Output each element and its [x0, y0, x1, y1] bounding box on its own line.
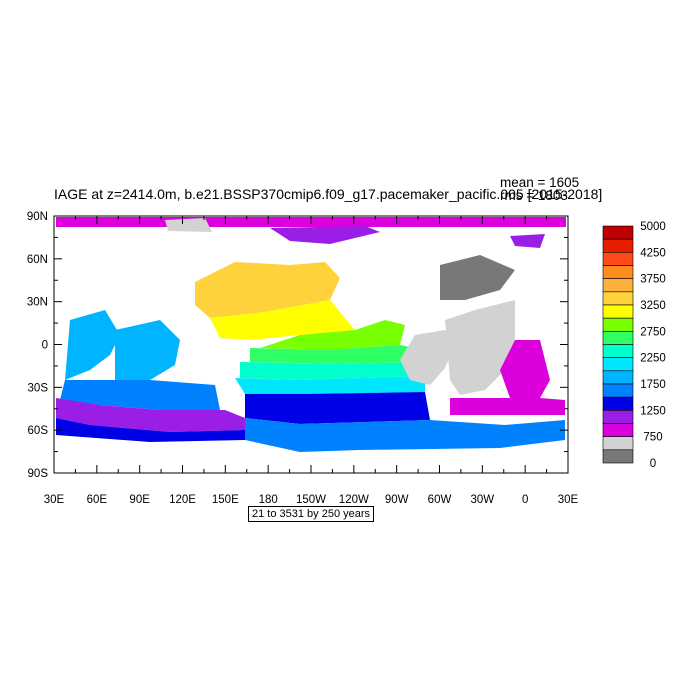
- colorbar-swatch: [602, 370, 634, 385]
- colorbar-swatch: [602, 331, 634, 345]
- lon-tick-label: 120E: [169, 494, 196, 506]
- colorbar-label: 3250: [640, 300, 666, 312]
- colorbar-swatch: [602, 252, 634, 266]
- colorbar-label: 1250: [640, 405, 666, 417]
- colorbar-swatch: [602, 383, 634, 398]
- lon-tick-label: 0: [522, 494, 528, 506]
- colorbar-swatch: [602, 357, 634, 372]
- colorbar-label: 750: [643, 432, 662, 444]
- colorbar-swatch: [602, 436, 634, 451]
- lon-tick-label: 30E: [44, 494, 65, 506]
- lat-tick-label: 60S: [28, 425, 49, 437]
- colorbar-swatch: [602, 410, 634, 424]
- lat-tick-label: 90S: [28, 468, 49, 480]
- lon-tick-label: 30W: [471, 494, 495, 506]
- colorbar-swatch: [602, 304, 634, 319]
- lat-tick-label: 30N: [27, 297, 48, 309]
- colorbar-label: 5000: [640, 221, 666, 233]
- lat-tick-label: 0: [42, 340, 48, 352]
- contour-range-label: 21 to 3531 by 250 years: [248, 506, 375, 522]
- colorbar-label: 3750: [640, 274, 666, 286]
- lon-tick-label: 150E: [212, 494, 239, 506]
- lon-tick-label: 90E: [129, 494, 150, 506]
- colorbar-label: 1750: [640, 379, 666, 391]
- colorbar-swatch: [602, 278, 634, 293]
- lat-tick-label: 30S: [28, 382, 49, 394]
- lon-tick-label: 30E: [558, 494, 579, 506]
- colorbar-swatch: [602, 265, 634, 279]
- page-title: IAGE at z=2414.0m, b.e21.BSSP370cmip6.f0…: [54, 186, 603, 202]
- lat-ticks: 90N 60N 30N 0 30S 60S 90S: [27, 211, 568, 480]
- lon-tick-label: 60E: [87, 494, 108, 506]
- ocean-age-field: [56, 217, 566, 452]
- colorbar-label: 2750: [640, 326, 666, 338]
- colorbar-swatch: [602, 225, 634, 240]
- lon-tick-label: 60W: [428, 494, 452, 506]
- lon-ticks: 30E 60E 90E 120E 150E 180 150W 120W 90W 60W 30W 0 30…: [44, 216, 579, 506]
- colorbar-swatch: [602, 317, 634, 332]
- colorbar-swatch: [602, 238, 634, 253]
- colorbar-label: 0: [650, 458, 656, 470]
- colorbar-label: 2250: [640, 353, 666, 365]
- lat-tick-label: 60N: [27, 254, 48, 266]
- colorbar: 5000 4250 3750 3250 2750 2250 1750 1250 750 0: [602, 221, 666, 470]
- lon-tick-label: 90W: [385, 494, 409, 506]
- mean-stat: mean = 1605: [500, 175, 580, 190]
- lon-tick-label: 150W: [296, 494, 326, 506]
- rms-stat: rms = 1803: [500, 188, 568, 203]
- colorbar-swatch: [602, 344, 634, 358]
- lon-tick-label: 180: [259, 494, 278, 506]
- colorbar-swatch: [602, 449, 634, 464]
- colorbar-label: 4250: [640, 247, 666, 259]
- lat-tick-label: 90N: [27, 211, 48, 223]
- colorbar-swatch: [602, 291, 634, 306]
- colorbar-swatch: [602, 396, 634, 411]
- lon-tick-label: 120W: [339, 494, 369, 506]
- colorbar-swatch: [602, 423, 634, 437]
